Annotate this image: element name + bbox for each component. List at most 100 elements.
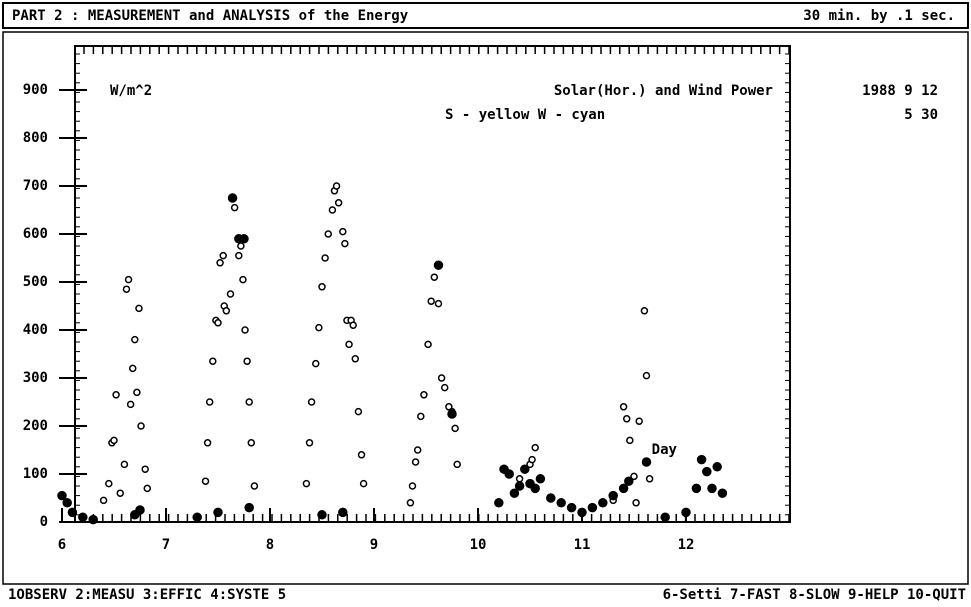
data-point — [312, 359, 320, 368]
data-point — [556, 498, 566, 508]
data-point — [122, 285, 131, 293]
data-point — [245, 398, 253, 406]
data-point — [192, 512, 202, 522]
data-point — [339, 227, 347, 236]
menu-right[interactable]: 6-Setti 7-FAST 8-SLOW 9-HELP 10-QUIT — [663, 587, 966, 603]
y-tick-label: 100 — [23, 466, 48, 482]
data-point — [451, 424, 459, 433]
data-point — [341, 239, 349, 248]
data-point — [453, 460, 461, 469]
data-point — [437, 374, 446, 382]
data-point — [203, 439, 212, 447]
header-rate: 30 min. by .1 sec. — [803, 8, 955, 24]
data-point — [406, 499, 415, 507]
data-point — [577, 507, 587, 518]
data-point — [239, 234, 249, 244]
data-point — [528, 455, 536, 464]
data-point — [205, 398, 214, 406]
data-point — [351, 355, 360, 363]
data-point — [530, 483, 540, 494]
data-point — [318, 283, 326, 291]
chart-subtitle: S - yellow W - cyan — [445, 107, 605, 123]
data-point — [201, 477, 210, 485]
data-point — [434, 299, 443, 308]
x-tick-label: 12 — [678, 537, 695, 553]
data-point — [62, 498, 72, 508]
data-point — [642, 371, 651, 380]
data-point — [324, 230, 332, 238]
data-point — [126, 400, 135, 409]
data-point — [608, 490, 618, 501]
data-point — [222, 307, 231, 315]
data-point — [427, 297, 435, 305]
data-point — [67, 507, 78, 518]
data-point — [230, 203, 239, 212]
data-point — [227, 193, 238, 203]
header-box — [2, 2, 969, 29]
data-point — [411, 458, 420, 466]
x-tick-label: 11 — [574, 537, 591, 553]
data-point — [332, 182, 341, 190]
data-point — [587, 502, 598, 513]
data-point — [345, 340, 353, 349]
data-point — [135, 505, 145, 515]
data-point — [635, 417, 643, 425]
data-point — [239, 275, 247, 284]
data-point — [209, 357, 217, 365]
data-point — [213, 507, 223, 518]
data-point — [250, 482, 259, 490]
data-point — [137, 422, 145, 430]
data-point — [494, 498, 504, 508]
data-point — [430, 273, 439, 281]
data-point — [78, 512, 88, 522]
data-point — [105, 479, 113, 488]
data-point — [135, 304, 143, 313]
data-point — [566, 502, 577, 513]
data-point — [244, 502, 254, 513]
data-point — [112, 391, 120, 399]
data-point — [131, 335, 139, 344]
menu-left[interactable]: 1OBSERV 2:MEASU 3:EFFIC 4:SYSTE 5 — [8, 587, 286, 603]
data-point — [247, 439, 256, 447]
data-point — [447, 409, 457, 419]
data-point — [354, 407, 363, 416]
data-point — [440, 383, 449, 392]
data-point — [88, 514, 98, 525]
data-point — [531, 443, 539, 452]
data-point — [618, 483, 629, 494]
y-tick-label: 200 — [23, 418, 48, 434]
data-point — [535, 474, 546, 484]
y-tick-label: 700 — [23, 178, 48, 194]
x-tick-label: 10 — [470, 537, 487, 553]
data-point — [235, 251, 243, 260]
data-point — [630, 472, 638, 481]
screen-box — [2, 31, 969, 585]
data-point — [622, 415, 631, 423]
data-point — [624, 476, 634, 486]
data-point — [691, 483, 702, 494]
data-point — [307, 398, 316, 406]
data-point — [241, 326, 249, 334]
data-point — [641, 457, 652, 467]
data-point — [57, 490, 67, 501]
data-point — [349, 321, 357, 329]
data-point — [305, 439, 314, 447]
data-point — [702, 466, 712, 477]
data-point — [640, 307, 649, 315]
data-point — [321, 254, 329, 262]
data-point — [99, 496, 108, 505]
data-point — [328, 206, 337, 214]
data-point — [424, 340, 432, 349]
data-point — [681, 507, 691, 518]
data-point — [645, 475, 654, 483]
data-point — [509, 488, 520, 498]
annotation: Day — [652, 442, 678, 458]
data-point — [712, 462, 722, 472]
data-point — [243, 357, 251, 365]
y-tick-label: 800 — [23, 130, 48, 146]
data-point — [315, 323, 323, 332]
data-point — [515, 475, 524, 483]
data-point — [420, 391, 428, 399]
data-point — [338, 507, 348, 518]
